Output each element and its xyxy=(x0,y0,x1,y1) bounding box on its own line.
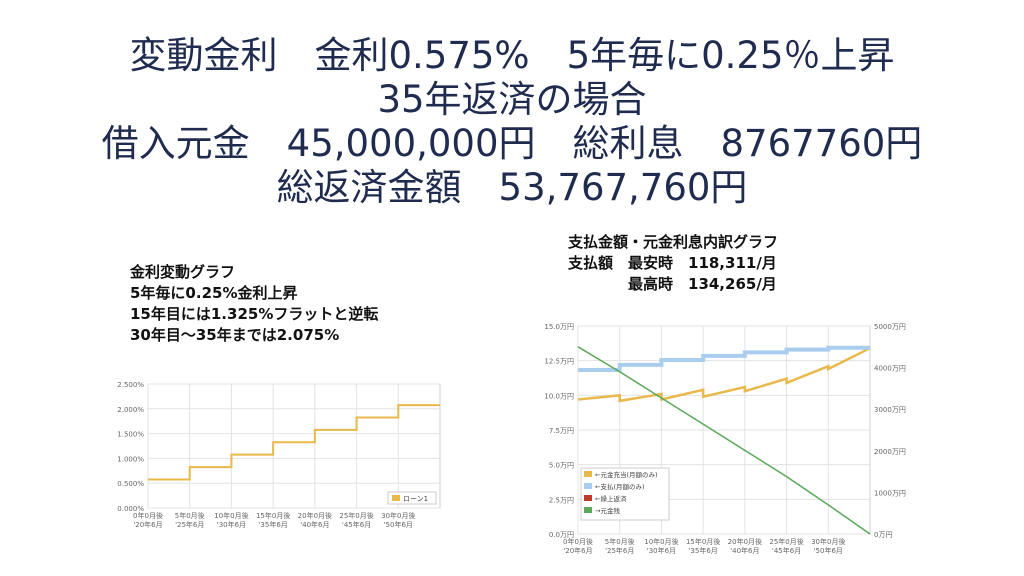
y-tick-label: 0.500% xyxy=(117,480,144,488)
y-left-tick-label: 15.0万円 xyxy=(544,323,574,331)
x-tick-label: 5年0月後 xyxy=(175,511,205,520)
x-tick-label: 30年0月後 xyxy=(381,511,415,520)
legend-swatch xyxy=(392,495,400,501)
rate-note-line: 15年目には1.325%フラットと逆転 xyxy=(130,305,379,323)
x-tick-label: '45年6月 xyxy=(342,520,371,529)
x-tick-label: 0年0月後 xyxy=(133,511,163,520)
x-tick-label: 20年0月後 xyxy=(298,511,332,520)
x-tick-label: 0年0月後 xyxy=(563,537,593,546)
plot-area xyxy=(147,383,441,509)
rate-note-line: 5年毎に0.25%金利上昇 xyxy=(130,284,298,302)
y-left-tick-label: 12.5万円 xyxy=(544,358,574,366)
y-left-tick-label: 7.5万円 xyxy=(549,427,574,435)
y-left-tick-label: 5.0万円 xyxy=(549,462,574,470)
legend-label: →元金残 xyxy=(595,506,620,515)
y-right-tick-label: 4000万円 xyxy=(874,365,906,373)
x-tick-label: 20年0月後 xyxy=(728,537,762,546)
title-line-1: 変動金利 金利0.575% 5年毎に0.25％上昇 xyxy=(129,34,895,77)
payment-note-min: 支払額 最安時 118,311/月 xyxy=(568,254,777,272)
x-tick-label: '20年6月 xyxy=(133,520,162,529)
legend-label: ローン1 xyxy=(403,495,428,503)
legend-label: ←支払(月額のみ) xyxy=(595,482,645,491)
x-tick-label: 25年0月後 xyxy=(769,537,803,546)
y-tick-label: 2.500% xyxy=(117,381,144,389)
legend-label: ←元金充当(月額のみ) xyxy=(595,470,658,479)
y-tick-label: 1.500% xyxy=(117,431,144,439)
legend-swatch xyxy=(584,483,592,489)
y-right-tick-label: 0万円 xyxy=(874,531,892,539)
rate-note-line: 30年目〜35年までは2.075% xyxy=(130,326,340,344)
payment-note-max: 最高時 134,265/月 xyxy=(568,275,777,293)
payment-series-line xyxy=(577,347,871,403)
payment-chart-note: 支払金額・元金利息内訳グラフ 支払額 最安時 118,311/月 最高時 134… xyxy=(568,232,778,295)
x-tick-label: '30年6月 xyxy=(647,546,676,555)
y-right-tick-label: 1000万円 xyxy=(874,489,906,497)
x-tick-label: 30年0月後 xyxy=(811,537,845,546)
rate-note-line: 金利変動グラフ xyxy=(130,263,236,281)
payment-series-line xyxy=(578,345,870,372)
x-tick-label: 15年0月後 xyxy=(256,511,290,520)
payment-note-title: 支払金額・元金利息内訳グラフ xyxy=(568,233,779,251)
x-tick-label: '25年6月 xyxy=(605,546,634,555)
y-left-tick-label: 2.5万円 xyxy=(549,496,574,504)
title-line-4: 総返済金額 53,767,760円 xyxy=(276,166,748,209)
x-tick-label: '30年6月 xyxy=(217,520,246,529)
payment-series-line xyxy=(577,346,871,535)
x-tick-label: '50年6月 xyxy=(814,546,843,555)
rate-series-line xyxy=(148,404,440,481)
title-line-3: 借入元金 45,000,000円 総利息 8767760円 xyxy=(101,122,923,165)
title-line-2: 35年返済の場合 xyxy=(377,78,647,121)
legend-swatch xyxy=(584,507,592,513)
y-tick-label: 0.000% xyxy=(117,505,144,513)
x-tick-label: 10年0月後 xyxy=(214,511,248,520)
x-tick-label: '20年6月 xyxy=(563,546,592,555)
legend-swatch xyxy=(584,471,592,477)
y-left-tick-label: 0.0万円 xyxy=(549,531,574,539)
y-right-tick-label: 3000万円 xyxy=(874,406,906,414)
x-tick-label: 10年0月後 xyxy=(644,537,678,546)
y-tick-label: 1.000% xyxy=(117,455,144,463)
rate-chart-note: 金利変動グラフ 5年毎に0.25%金利上昇 15年目には1.325%フラットと逆… xyxy=(130,262,378,346)
y-right-tick-label: 2000万円 xyxy=(874,448,906,456)
y-right-tick-label: 5000万円 xyxy=(874,323,906,331)
x-tick-label: '40年6月 xyxy=(730,546,759,555)
legend-box xyxy=(580,467,670,521)
x-tick-label: 5年0月後 xyxy=(605,537,635,546)
y-tick-label: 2.000% xyxy=(117,406,144,414)
payment-chart: 0.0万円 2.5万円 5.0万円 7.5万円 10.0万円 12.5万円 15.0万円 0万… xyxy=(544,323,906,555)
x-tick-label: '35年6月 xyxy=(688,546,717,555)
x-tick-label: '40年6月 xyxy=(300,520,329,529)
x-tick-label: '45年6月 xyxy=(772,546,801,555)
x-tick-label: '50年6月 xyxy=(384,520,413,529)
legend-swatch xyxy=(584,495,592,501)
legend-label: ←繰上返済 xyxy=(595,494,627,503)
y-left-tick-label: 10.0万円 xyxy=(544,392,574,400)
rate-chart: 0.000% 0.500% 1.000% 1.500% 2.000% 2.500% 0年0月… xyxy=(117,381,441,529)
x-tick-label: '35年6月 xyxy=(258,520,287,529)
x-tick-label: 15年0月後 xyxy=(686,537,720,546)
x-tick-label: '25年6月 xyxy=(175,520,204,529)
x-tick-label: 25年0月後 xyxy=(339,511,373,520)
